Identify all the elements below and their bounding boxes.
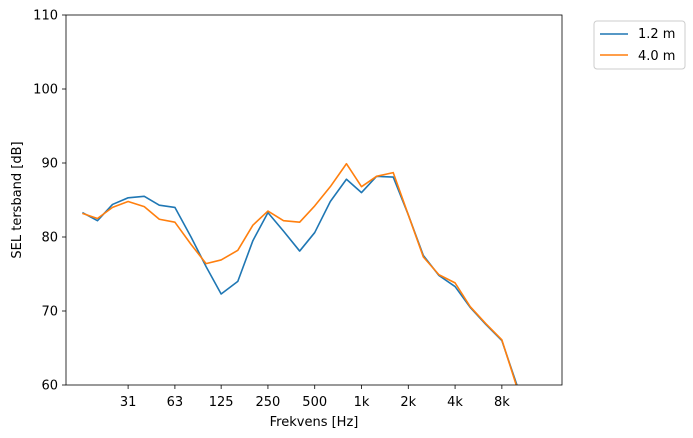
plot-frame xyxy=(65,14,563,386)
y-axis-ticks: 60 70 80 90 100 110 xyxy=(33,9,66,394)
series-line-1 xyxy=(82,175,518,385)
x-tick-label: 1k xyxy=(354,395,370,410)
x-tick-label: 125 xyxy=(209,395,234,410)
legend: 1.2 m 4.0 m xyxy=(593,20,686,70)
x-axis-label: Frekvens [Hz] xyxy=(270,415,359,430)
legend-label-4.0m: 4.0 m xyxy=(638,49,675,64)
y-tick-label: 100 xyxy=(33,83,58,98)
legend-label-1.2m: 1.2 m xyxy=(638,27,675,42)
x-tick-label: 500 xyxy=(302,395,327,410)
y-tick-label: 90 xyxy=(41,157,58,172)
y-axis-label: SEL tersband [dB] xyxy=(10,141,25,258)
x-tick-label: 63 xyxy=(167,395,184,410)
y-tick-label: 80 xyxy=(41,231,58,246)
x-tick-label: 2k xyxy=(400,395,416,410)
x-tick-label: 4k xyxy=(447,395,463,410)
series-layer xyxy=(82,162,518,385)
legend-frame xyxy=(593,20,686,70)
x-axis-ticks: 31 63 125 250 500 1k 2k 4k 8k xyxy=(120,385,510,410)
series-line-2 xyxy=(82,162,518,385)
x-tick-label: 250 xyxy=(256,395,281,410)
y-tick-label: 110 xyxy=(33,9,58,24)
y-tick-label: 70 xyxy=(41,305,58,320)
x-tick-label: 31 xyxy=(120,395,137,410)
x-tick-label: 8k xyxy=(494,395,510,410)
y-tick-label: 60 xyxy=(41,379,58,394)
